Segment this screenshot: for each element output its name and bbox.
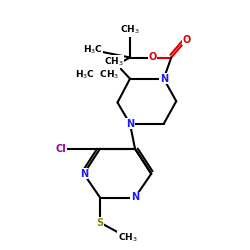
Text: CH$_3$: CH$_3$	[104, 55, 124, 68]
Text: H$_3$C  CH$_3$: H$_3$C CH$_3$	[75, 69, 120, 81]
Text: CH$_3$: CH$_3$	[118, 231, 137, 244]
Text: N: N	[160, 74, 168, 84]
Text: S: S	[96, 218, 103, 228]
Text: N: N	[126, 119, 134, 129]
Text: O: O	[182, 35, 190, 45]
Text: Cl: Cl	[56, 144, 66, 154]
Text: H$_3$C: H$_3$C	[82, 44, 102, 56]
Text: N: N	[131, 192, 139, 202]
Text: N: N	[80, 169, 88, 179]
Text: O: O	[148, 52, 156, 62]
Text: CH$_3$: CH$_3$	[120, 24, 140, 36]
